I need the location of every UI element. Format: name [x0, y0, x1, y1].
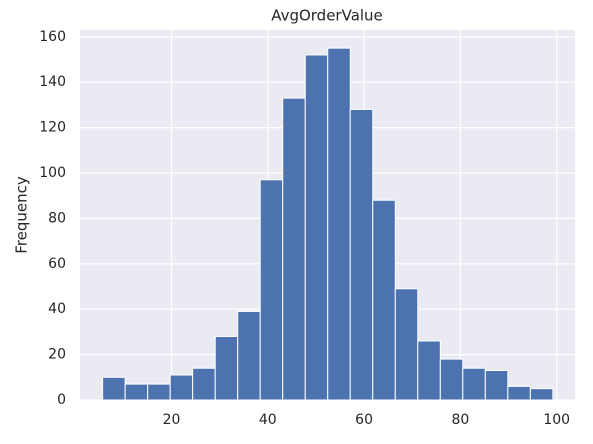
bar [327, 47, 351, 401]
bar [529, 388, 554, 401]
bar [147, 383, 171, 401]
y-tick-label: 60 [48, 256, 66, 272]
y-tick-label: 100 [39, 165, 66, 181]
bar [484, 369, 509, 401]
bar [372, 199, 396, 401]
bar [259, 179, 284, 401]
x-tick-label: 80 [451, 412, 469, 428]
y-tick-label: 160 [39, 29, 66, 45]
bar [192, 367, 216, 401]
y-tick-label: 140 [39, 74, 66, 90]
bar [282, 97, 306, 401]
bar [439, 358, 464, 401]
bar [237, 310, 261, 401]
bar [169, 374, 194, 401]
bar [417, 340, 441, 401]
bar [394, 288, 419, 401]
x-tick-label: 100 [543, 412, 570, 428]
bar [507, 385, 531, 401]
bar [304, 54, 329, 401]
x-tick-label: 60 [355, 412, 373, 428]
bar [349, 108, 374, 401]
bar [102, 376, 126, 401]
x-tick-label: 40 [259, 412, 277, 428]
y-tick-label: 40 [48, 301, 66, 317]
y-axis-label: Frequency [13, 176, 31, 254]
chart-title: AvgOrderValue [271, 7, 383, 25]
bar [462, 367, 486, 401]
y-tick-label: 80 [48, 210, 66, 226]
bar [214, 335, 239, 401]
bar [124, 383, 149, 401]
y-tick-label: 0 [57, 392, 66, 408]
y-tick-label: 120 [39, 120, 66, 136]
x-tick-label: 20 [163, 412, 181, 428]
y-tick-label: 20 [48, 347, 66, 363]
